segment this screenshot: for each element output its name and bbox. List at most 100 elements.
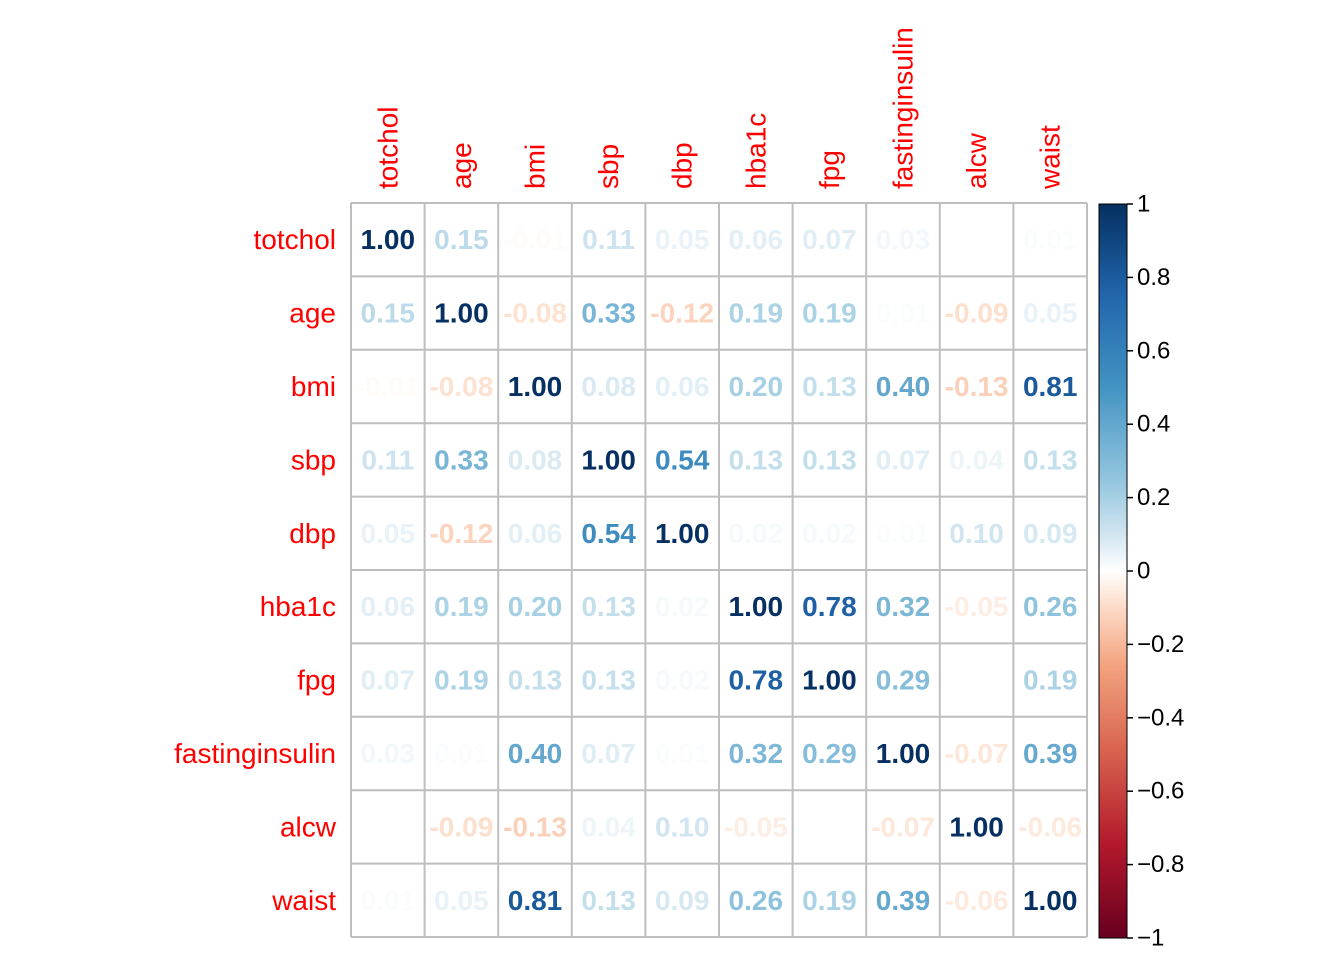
cell-value-waist-alcw: -0.06 (945, 885, 1009, 916)
cell-value-fpg-alcw: 0.00 (949, 665, 1004, 696)
cell-value-bmi-hba1c: 0.20 (729, 371, 784, 402)
cell-value-hba1c-bmi: 0.20 (508, 591, 563, 622)
column-label-totchol: totchol (372, 107, 403, 190)
cell-value-totchol-totchol: 1.00 (361, 224, 416, 255)
cell-value-waist-fpg: 0.19 (802, 885, 857, 916)
column-label-hba1c: hba1c (740, 113, 771, 189)
row-label-hba1c: hba1c (260, 591, 336, 622)
cell-value-dbp-fastinginsulin: 0.01 (876, 518, 931, 549)
cell-value-totchol-alcw: 0.00 (949, 224, 1004, 255)
cell-value-dbp-fpg: 0.02 (802, 518, 857, 549)
cell-value-bmi-waist: 0.81 (1023, 371, 1078, 402)
column-label-age: age (446, 142, 477, 189)
column-label-sbp: sbp (593, 144, 624, 189)
cell-value-sbp-sbp: 1.00 (581, 444, 636, 475)
colorbar-tick-label: −0.8 (1137, 851, 1184, 878)
row-label-sbp: sbp (291, 444, 336, 475)
row-label-age: age (289, 298, 336, 329)
cell-value-fpg-fastinginsulin: 0.29 (876, 665, 931, 696)
cell-value-age-hba1c: 0.19 (729, 298, 784, 329)
cell-value-hba1c-waist: 0.26 (1023, 591, 1078, 622)
cell-value-dbp-alcw: 0.10 (949, 518, 1004, 549)
cell-value-alcw-fpg: 0.00 (802, 811, 857, 842)
row-label-fpg: fpg (297, 665, 336, 696)
colorbar-tick-label: −0.4 (1137, 704, 1184, 731)
cell-value-fastinginsulin-waist: 0.39 (1023, 738, 1078, 769)
cell-value-hba1c-dbp: 0.02 (655, 591, 710, 622)
grid-lines (350, 202, 1088, 938)
cell-value-alcw-hba1c: -0.05 (724, 811, 788, 842)
cell-value-alcw-fastinginsulin: -0.07 (871, 811, 935, 842)
cell-value-bmi-dbp: 0.06 (655, 371, 710, 402)
cell-value-dbp-waist: 0.09 (1023, 518, 1078, 549)
cell-value-hba1c-fpg: 0.78 (802, 591, 857, 622)
colorbar-tick-label: −0.2 (1137, 631, 1184, 658)
cell-value-alcw-waist: -0.06 (1018, 811, 1082, 842)
cell-value-dbp-age: -0.12 (429, 518, 493, 549)
cell-value-alcw-age: -0.09 (429, 811, 493, 842)
cell-value-dbp-bmi: 0.06 (508, 518, 563, 549)
colorbar-tick-label: 0.2 (1137, 484, 1170, 511)
cell-value-hba1c-hba1c: 1.00 (729, 591, 784, 622)
colorbar-tick-label: −0.6 (1137, 778, 1184, 805)
colorbar-tick-label: 0 (1137, 558, 1150, 585)
cell-value-bmi-totchol: -0.01 (356, 371, 420, 402)
cell-value-fastinginsulin-fastinginsulin: 1.00 (876, 738, 931, 769)
cell-value-fpg-sbp: 0.13 (581, 665, 636, 696)
cell-value-bmi-bmi: 1.00 (508, 371, 563, 402)
cell-value-waist-hba1c: 0.26 (729, 885, 784, 916)
colorbar-tick-label: 1 (1137, 191, 1150, 218)
cell-value-age-waist: 0.05 (1023, 298, 1078, 329)
cell-value-waist-age: 0.05 (434, 885, 489, 916)
colorbar: 1 0.8 0.6 0.4 0.2 0 −0.2 −0.4 −0.6 −0.8 −1 (1098, 191, 1184, 952)
cell-value-alcw-bmi: -0.13 (503, 811, 567, 842)
cell-value-sbp-waist: 0.13 (1023, 444, 1078, 475)
cell-value-dbp-totchol: 0.05 (361, 518, 416, 549)
cell-value-fastinginsulin-hba1c: 0.32 (729, 738, 784, 769)
cell-value-hba1c-totchol: 0.06 (361, 591, 416, 622)
cell-value-fastinginsulin-fpg: 0.29 (802, 738, 857, 769)
column-label-alcw: alcw (961, 132, 992, 189)
row-label-bmi: bmi (291, 371, 336, 402)
cell-value-totchol-age: 0.15 (434, 224, 489, 255)
colorbar-tick-label: 0.8 (1137, 264, 1170, 291)
cell-value-dbp-sbp: 0.54 (581, 518, 636, 549)
cell-value-alcw-sbp: 0.04 (581, 811, 636, 842)
cell-value-waist-totchol: 0.01 (361, 885, 416, 916)
cell-value-totchol-hba1c: 0.06 (729, 224, 784, 255)
colorbar-tick-label: 0.6 (1137, 337, 1170, 364)
colorbar-gradient (1098, 203, 1128, 939)
cell-value-totchol-fpg: 0.07 (802, 224, 857, 255)
cell-value-dbp-dbp: 1.00 (655, 518, 710, 549)
cell-value-fpg-fpg: 1.00 (802, 665, 857, 696)
cell-value-age-age: 1.00 (434, 298, 489, 329)
column-label-fastinginsulin: fastinginsulin (888, 27, 919, 189)
row-label-alcw: alcw (280, 811, 337, 842)
row-labels: totchol age bmi sbp dbp hba1c fpg fastinginsuli… (174, 224, 337, 916)
column-label-waist: waist (1035, 125, 1066, 190)
cell-value-totchol-bmi: -0.01 (503, 224, 567, 255)
cell-value-sbp-dbp: 0.54 (655, 444, 710, 475)
cell-value-fastinginsulin-alcw: -0.07 (945, 738, 1009, 769)
cell-value-fastinginsulin-bmi: 0.40 (508, 738, 563, 769)
cell-value-labels: 1.00 0.15 -0.01 0.11 0.05 0.06 0.07 0.03 0.00 0.0… (356, 224, 1082, 916)
cell-value-alcw-dbp: 0.10 (655, 811, 710, 842)
cell-value-totchol-fastinginsulin: 0.03 (876, 224, 931, 255)
cell-value-age-dbp: -0.12 (650, 298, 714, 329)
cell-value-sbp-fpg: 0.13 (802, 444, 857, 475)
cell-value-sbp-fastinginsulin: 0.07 (876, 444, 931, 475)
cell-value-waist-waist: 1.00 (1023, 885, 1078, 916)
cell-value-fpg-age: 0.19 (434, 665, 489, 696)
cell-value-fpg-totchol: 0.07 (361, 665, 416, 696)
colorbar-tick-label: −1 (1137, 925, 1164, 952)
colorbar-tick-label: 0.4 (1137, 411, 1170, 438)
cell-value-dbp-hba1c: 0.02 (729, 518, 784, 549)
cell-value-totchol-waist: 0.01 (1023, 224, 1078, 255)
row-label-dbp: dbp (289, 518, 336, 549)
row-label-totchol: totchol (254, 224, 337, 255)
cell-value-fpg-dbp: 0.02 (655, 665, 710, 696)
cell-value-hba1c-alcw: -0.05 (945, 591, 1009, 622)
cell-value-age-bmi: -0.08 (503, 298, 567, 329)
